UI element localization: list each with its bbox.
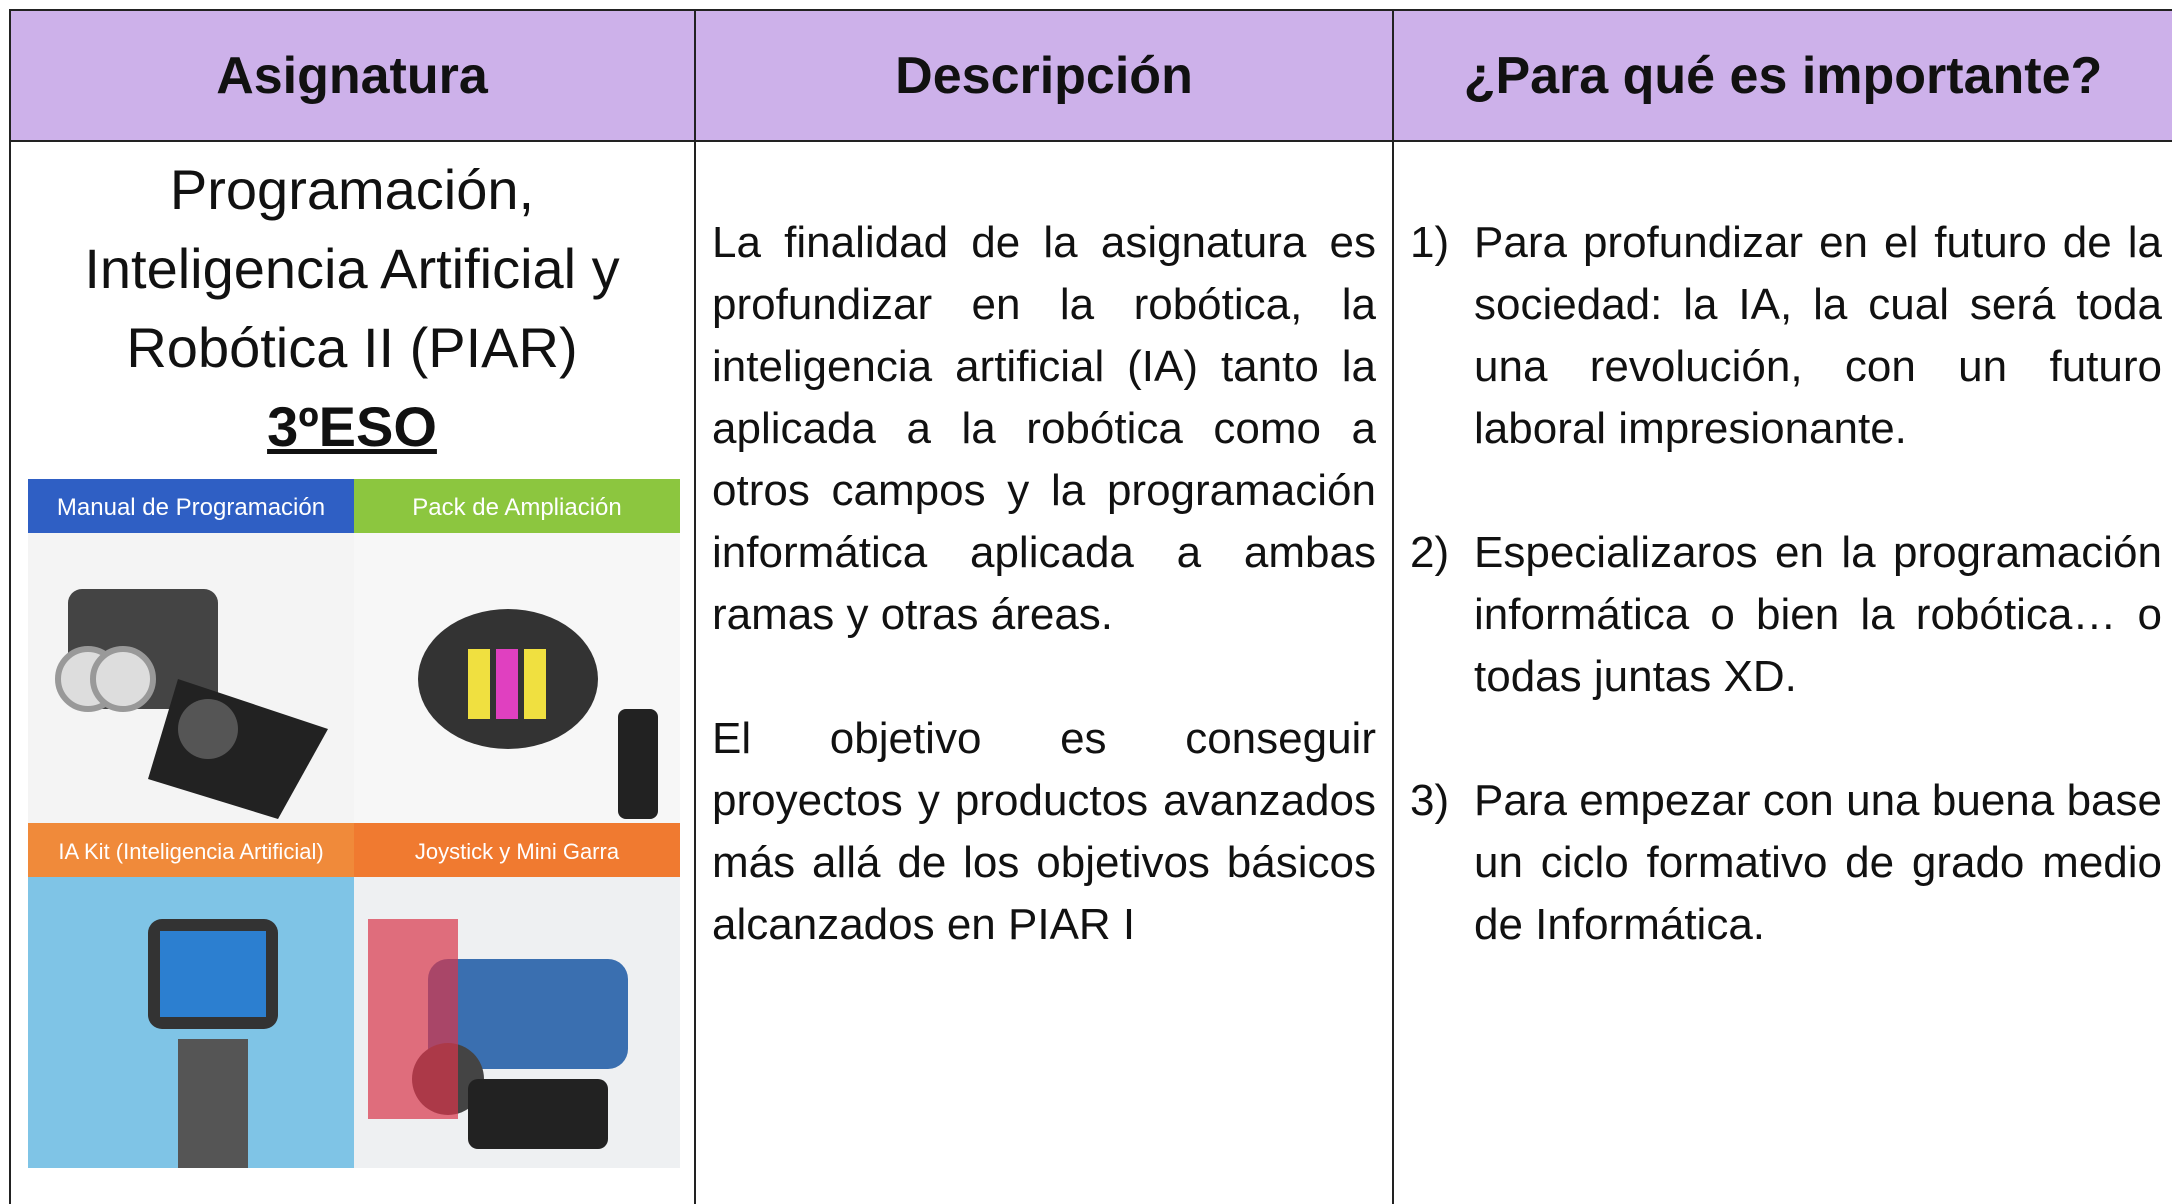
border [1392, 9, 1394, 1204]
importance-list: 1) Para profundizar en el futuro de la so… [1410, 212, 2162, 1018]
item-text: Para empezar con una buena base un ciclo… [1474, 776, 2162, 949]
panel-label: IA Kit (Inteligencia Artificial) [58, 839, 323, 864]
header-cell: ¿Para qué es importante? [1394, 10, 2172, 141]
list-item: 2) Especializaros en la programación info… [1410, 522, 2162, 708]
description: La finalidad de la asignatura es profund… [712, 212, 1376, 1018]
kit-image: Manual de Programación Pack de Ampliació… [28, 479, 680, 1168]
panel-label: Manual de Programación [57, 494, 325, 521]
description-paragraph: El objetivo es conseguir proyectos y pro… [712, 714, 1376, 949]
border [694, 9, 696, 1204]
list-item: 3) Para empezar con una buena base un cic… [1410, 770, 2162, 956]
item-number: 3) [1410, 776, 1450, 825]
panel-label: Pack de Ampliación [412, 494, 621, 521]
list-item: 1) Para profundizar en el futuro de la so… [1410, 212, 2162, 460]
grade: 3ºESO [267, 395, 437, 458]
header-cell: Descripción [696, 10, 1392, 141]
description-paragraph: La finalidad de la asignatura es profund… [712, 218, 1376, 639]
border [9, 9, 11, 1204]
item-number: 1) [1410, 218, 1450, 267]
header-cell: Asignatura [10, 10, 694, 141]
border [10, 9, 2172, 11]
robot-illustration [55, 589, 658, 1168]
subject-line: Programación, [169, 158, 535, 221]
item-text: Especializaros en la programación inform… [1474, 528, 2162, 701]
item-text: Para profundizar en el futuro de la soci… [1474, 218, 2162, 453]
border [10, 140, 2172, 142]
subject-line: Robótica II (PIAR) [126, 316, 578, 379]
subject: Programación, Inteligencia Artificial y … [12, 150, 692, 466]
panel-label: Joystick y Mini Garra [415, 839, 620, 864]
item-number: 2) [1410, 528, 1450, 577]
subject-line: Inteligencia Artificial y [84, 237, 620, 300]
